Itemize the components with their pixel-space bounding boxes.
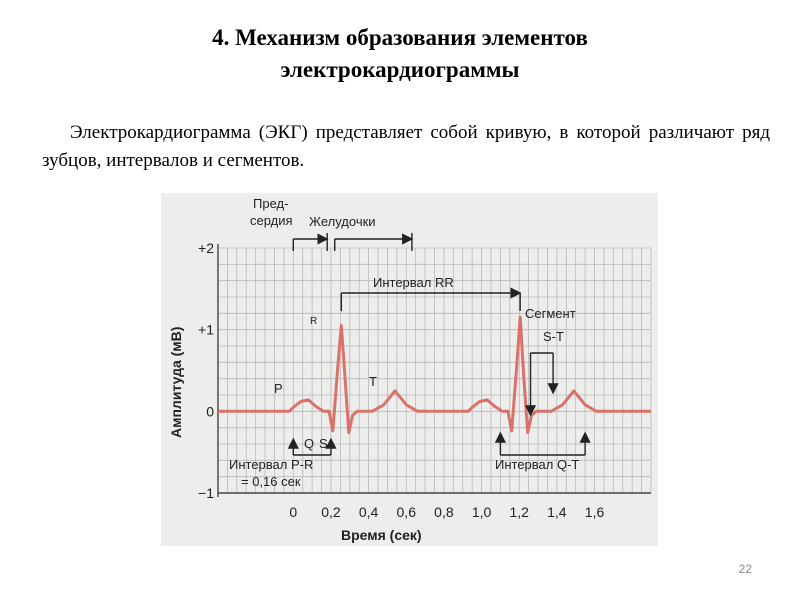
x-tick-label: 1,4 [547,504,567,520]
ecg-chart: 0 0,2 0,4 0,6 0,8 1,0 1,2 1,4 1,6 +2 +1 0 −1 P R T Q… [161,193,658,546]
y-tick-label: +2 [198,240,214,256]
label-pr-interval-2: = 0,16 сек [241,474,301,489]
y-tick-label: +1 [198,322,214,338]
wave-label-q: Q [304,436,314,451]
x-tick-label: 1,2 [509,504,529,520]
ecg-curve [218,315,651,435]
title-line-1: 4. Механизм образования элементов [212,25,588,50]
y-tick-label: −1 [198,485,214,501]
x-axis-label: Время (сек) [341,527,422,543]
label-rr-interval: Интервал RR [373,275,454,290]
label-ventricles: Желудочки [309,214,376,229]
label-qt-interval: Интервал Q-T [495,457,579,472]
x-tick-label: 1,0 [472,504,492,520]
page-number: 22 [738,562,752,576]
annotation-labels: P R T Q S Пред- сердия Желудочки Интерва… [168,196,579,543]
x-tick-label: 0,2 [321,504,341,520]
ecg-figure: 0 0,2 0,4 0,6 0,8 1,0 1,2 1,4 1,6 +2 +1 0 −1 P R T Q… [161,193,658,546]
wave-label-p: P [274,381,283,396]
x-tick-label: 0 [289,504,297,520]
wave-label-t: T [369,374,377,389]
wave-label-r: R [310,316,317,327]
label-atria-1: Пред- [253,196,288,211]
slide-title: 4. Механизм образования элементов электр… [0,22,800,86]
x-tick-label: 1,6 [585,504,605,520]
chart-axes [217,244,651,497]
label-atria-2: сердия [250,213,293,228]
y-tick-label: 0 [206,403,214,419]
x-tick-label: 0,8 [434,504,454,520]
y-axis-label: Амплитуда (мВ) [168,327,184,438]
title-line-2: электрокардиограммы [280,57,520,82]
intro-paragraph: Электрокардиограмма (ЭКГ) представляет с… [42,122,770,171]
tick-labels: 0 0,2 0,4 0,6 0,8 1,0 1,2 1,4 1,6 +2 +1 0 −1 [198,240,604,520]
label-st-segment-2: S-T [543,329,564,344]
annotation-arrows [287,233,591,456]
label-pr-interval-1: Интервал P-R [229,457,313,472]
label-st-segment-1: Сегмент [525,306,576,321]
x-tick-label: 0,4 [359,504,379,520]
x-tick-label: 0,6 [397,504,417,520]
wave-label-s: S [319,436,328,451]
